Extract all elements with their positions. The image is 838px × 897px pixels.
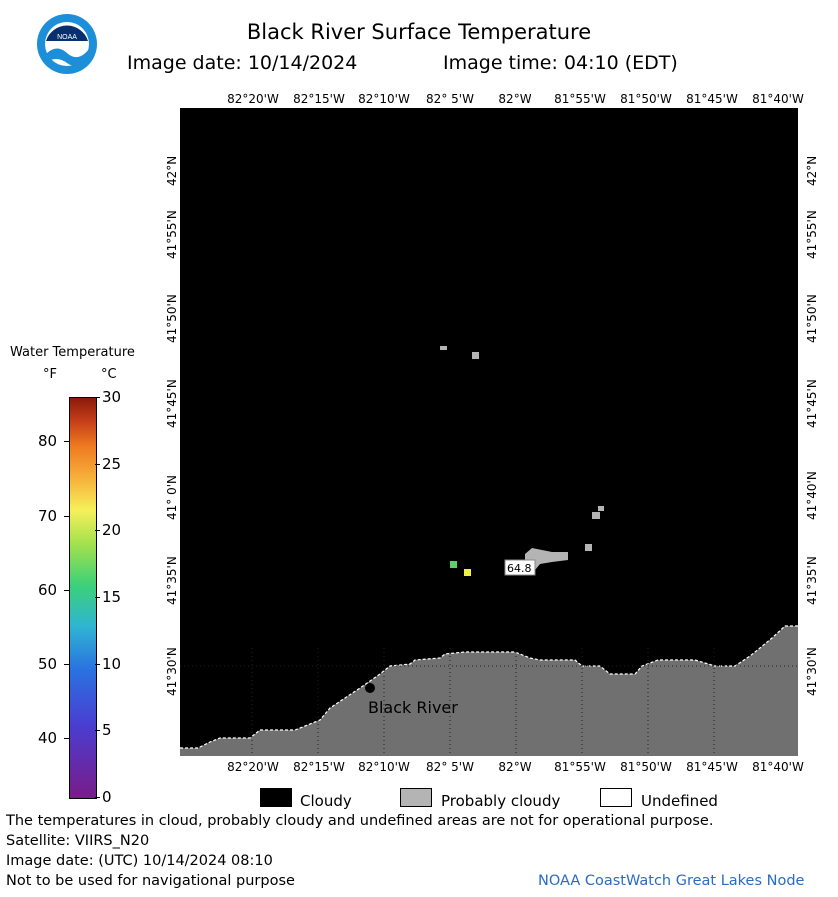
bottom-lon-tick: 82° 5'W [426, 760, 474, 774]
top-lon-tick: 82°20'W [227, 92, 279, 106]
celsius-tick: 15 [102, 588, 122, 606]
celsius-tick-mark [95, 530, 100, 532]
key-cloudy-swatch [260, 788, 292, 807]
temperature-map: 64.8 Black River [180, 108, 798, 756]
right-lat-tick: 41°30'N [805, 647, 819, 696]
fahrenheit-tick: 70 [38, 506, 58, 525]
right-lat-tick: 41°55'N [805, 210, 819, 259]
fahrenheit-tick: 40 [38, 728, 58, 747]
top-lon-tick: 82°W [498, 92, 532, 106]
place-label: Black River [368, 698, 458, 717]
left-lat-tick: 41°35'N [165, 556, 179, 605]
satellite: Satellite: VIIRS_N20 [6, 833, 150, 849]
top-lon-tick: 82° 5'W [426, 92, 474, 106]
legend-title: Water Temperature [10, 345, 135, 360]
key-probably-cloudy-swatch [400, 788, 432, 807]
celsius-tick-mark [95, 397, 100, 398]
image-time: Image time: 04:10 (EDT) [443, 52, 678, 74]
bottom-lon-tick: 82°15'W [293, 760, 345, 774]
disclaimer: The temperatures in cloud, probably clou… [6, 813, 714, 829]
celsius-tick: 20 [102, 521, 122, 540]
bottom-lon-tick: 81°45'W [686, 760, 738, 774]
color-bar [69, 397, 97, 799]
top-lon-tick: 81°45'W [686, 92, 738, 106]
top-lon-tick: 81°50'W [620, 92, 672, 106]
key-undefined-label: Undefined [641, 792, 718, 810]
probably-cloudy-patches [440, 346, 604, 570]
celsius-tick-mark [95, 730, 100, 732]
celsius-tick-mark [95, 663, 100, 665]
celsius-tick: 25 [102, 454, 122, 473]
land-area [180, 626, 798, 756]
fahrenheit-tick-mark [64, 589, 69, 591]
unit-f: °F [43, 367, 57, 382]
fahrenheit-tick-mark [64, 737, 69, 739]
bottom-lon-tick: 82°20'W [227, 760, 279, 774]
key-probably-cloudy-label: Probably cloudy [441, 792, 561, 810]
top-lon-tick: 82°15'W [293, 92, 345, 106]
temp-pixel [464, 569, 471, 576]
fahrenheit-tick: 50 [38, 654, 58, 673]
bottom-lon-tick: 82°10'W [358, 760, 410, 774]
celsius-tick: 30 [102, 388, 122, 406]
image-date: Image date: 10/14/2024 [127, 52, 358, 74]
left-lat-tick: 41°30'N [165, 647, 179, 696]
graticule [180, 648, 798, 756]
left-lat-tick: 41°50'N [165, 294, 179, 343]
utc-date: Image date: (UTC) 10/14/2024 08:10 [6, 853, 273, 869]
fahrenheit-tick: 80 [38, 432, 58, 451]
left-lat-tick: 41°55'N [165, 210, 179, 259]
left-lat-tick: 42°N [165, 155, 179, 186]
city-marker [365, 683, 375, 693]
bottom-lon-tick: 82°W [498, 760, 532, 774]
right-lat-tick: 41°40'N [805, 471, 819, 520]
fahrenheit-tick: 60 [38, 580, 58, 599]
bottom-lon-tick: 81°55'W [554, 760, 606, 774]
right-lat-tick: 41°45'N [805, 379, 819, 428]
top-lon-tick: 81°40'W [752, 92, 804, 106]
right-lat-tick: 41°35'N [805, 556, 819, 605]
map-canvas: 64.8 Black River [180, 346, 798, 756]
fahrenheit-tick-mark [64, 441, 69, 443]
fahrenheit-tick-mark [64, 515, 69, 517]
celsius-tick-mark [95, 463, 100, 465]
unit-c: °C [101, 367, 117, 382]
celsius-tick-mark [95, 597, 100, 598]
celsius-tick: 10 [102, 654, 122, 673]
key-cloudy-label: Cloudy [300, 792, 352, 810]
fahrenheit-tick-mark [64, 663, 69, 665]
temp-pixel [450, 561, 457, 568]
temp-label: 64.8 [507, 562, 532, 575]
top-lon-tick: 82°10'W [358, 92, 410, 106]
noaa-logo: NOAA [37, 14, 97, 74]
left-lat-tick: 41° 0'N [165, 475, 179, 520]
right-lat-tick: 41°50'N [805, 294, 819, 343]
nav-warning: Not to be used for navigational purpose [6, 873, 295, 889]
credit: NOAA CoastWatch Great Lakes Node [538, 873, 805, 889]
logo-text: NOAA [57, 34, 77, 41]
top-lon-tick: 81°55'W [554, 92, 606, 106]
celsius-tick: 0 [102, 788, 112, 806]
celsius-tick-mark [95, 797, 100, 798]
left-lat-tick: 41°45'N [165, 379, 179, 428]
right-lat-tick: 42°N [805, 155, 819, 186]
map-title: Black River Surface Temperature [246, 20, 592, 44]
celsius-tick: 5 [102, 721, 112, 740]
bottom-lon-tick: 81°40'W [752, 760, 804, 774]
key-undefined-swatch [600, 788, 632, 807]
bottom-lon-tick: 81°50'W [620, 760, 672, 774]
